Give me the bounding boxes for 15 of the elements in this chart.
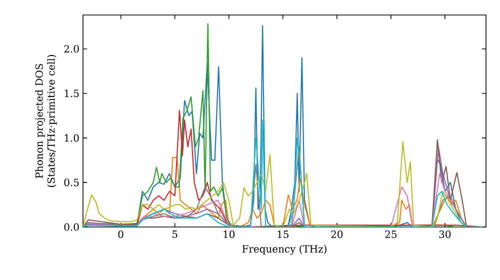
x-tick-label: 25 (385, 230, 397, 238)
x-tick-label: 20 (331, 230, 343, 238)
x-axis-title: Frequency (THz) (242, 244, 326, 255)
x-tick-label: 30 (439, 230, 451, 238)
y-tick-label: 1.0 (64, 134, 79, 142)
x-tick-label: 15 (278, 230, 288, 238)
y-tick-label: 0.0 (64, 223, 79, 231)
x-tick-label: 0 (118, 230, 124, 238)
line-series (83, 120, 484, 227)
x-tick-label: 5 (172, 230, 178, 238)
y-tick-label: 1.5 (64, 90, 79, 98)
y-axis-title: Phonon projected DOS (States/THz·primitive cell) (35, 55, 57, 187)
x-tick-label: 10 (224, 230, 235, 238)
y-tick-label: 2.0 (64, 45, 79, 53)
y-tick-label: 0.5 (64, 178, 79, 186)
